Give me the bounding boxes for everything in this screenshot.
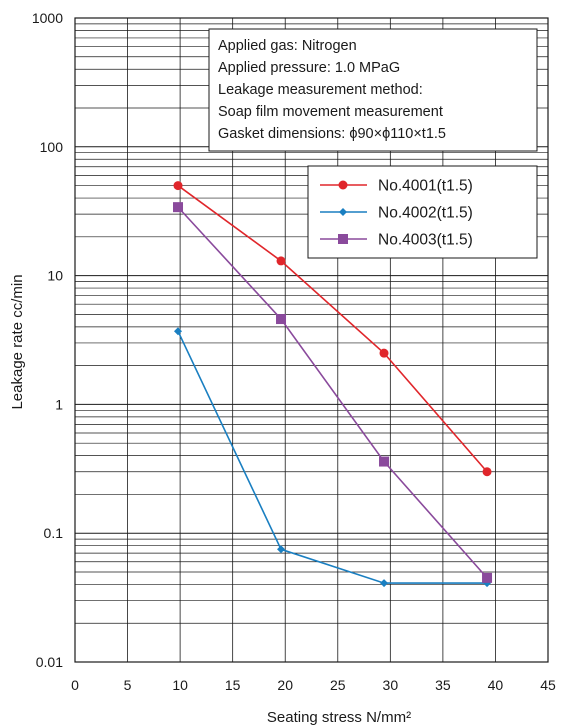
legend-item: No.4001(t1.5) [320, 178, 473, 195]
data-point-circle [173, 181, 183, 191]
conditions-box: Applied gas: Nitrogen Applied pressure: … [208, 28, 538, 152]
data-point-diamond [174, 327, 183, 336]
x-tick-label: 0 [71, 677, 79, 693]
data-point-diamond [277, 545, 286, 554]
note-line: Gasket dimensions: ϕ90×ϕ110×t1.5 [218, 126, 446, 142]
x-tick-label: 45 [540, 677, 556, 693]
note-line: Applied gas: Nitrogen [218, 38, 357, 54]
conditions-box-frame [208, 28, 538, 152]
data-point-circle [482, 467, 492, 477]
y-tick-labels: 0.01 0.1 1 10 100 1000 [32, 10, 63, 670]
data-point-square [482, 572, 493, 583]
legend-label: No.4002(t1.5) [378, 205, 473, 222]
note-line: Soap film movement measurement [218, 104, 443, 120]
note-line: Leakage measurement method: [218, 82, 423, 98]
data-point-circle [338, 180, 348, 190]
legend-label: No.4001(t1.5) [378, 178, 473, 195]
legend-entries: No.4001(t1.5) No.4002(t1.5) No.4003(t1.5) [320, 178, 473, 249]
data-point-square [338, 234, 348, 244]
series [173, 202, 493, 583]
y-tick-label: 1000 [32, 10, 63, 26]
x-tick-label: 15 [225, 677, 241, 693]
series-line [177, 330, 488, 584]
series-line [177, 184, 488, 473]
y-axis-title: Leakage rate cc/min [9, 274, 26, 409]
series-line [177, 206, 488, 579]
x-tick-label: 10 [172, 677, 188, 693]
x-axis-title: Seating stress N/mm² [267, 709, 411, 726]
y-tick-label: 10 [47, 268, 63, 284]
data-point-diamond [339, 208, 347, 216]
data-point-square [173, 202, 184, 213]
legend-item: No.4003(t1.5) [320, 232, 473, 249]
data-point-square [276, 314, 287, 325]
y-tick-label: 0.1 [44, 525, 64, 541]
series-layer [173, 181, 493, 588]
data-point-square [379, 456, 390, 467]
y-tick-label: 0.01 [36, 654, 63, 670]
note-line: Applied pressure: 1.0 MPaG [218, 60, 400, 76]
x-tick-label: 40 [488, 677, 504, 693]
x-tick-labels: 0 5 10 15 20 25 30 35 40 45 [71, 677, 556, 693]
y-tick-label: 1 [55, 396, 63, 412]
x-tick-label: 30 [383, 677, 399, 693]
x-tick-label: 5 [124, 677, 132, 693]
data-point-circle [379, 348, 389, 358]
legend: No.4001(t1.5) No.4002(t1.5) No.4003(t1.5) [307, 165, 538, 259]
x-tick-label: 20 [277, 677, 293, 693]
legend-label: No.4003(t1.5) [378, 232, 473, 249]
series [174, 327, 492, 588]
x-tick-label: 35 [435, 677, 451, 693]
data-point-diamond [380, 579, 389, 588]
legend-item: No.4002(t1.5) [320, 205, 473, 222]
data-point-circle [276, 256, 286, 266]
plot-border [74, 17, 549, 663]
series [173, 181, 492, 477]
x-tick-label: 25 [330, 677, 346, 693]
y-tick-label: 100 [40, 139, 64, 155]
